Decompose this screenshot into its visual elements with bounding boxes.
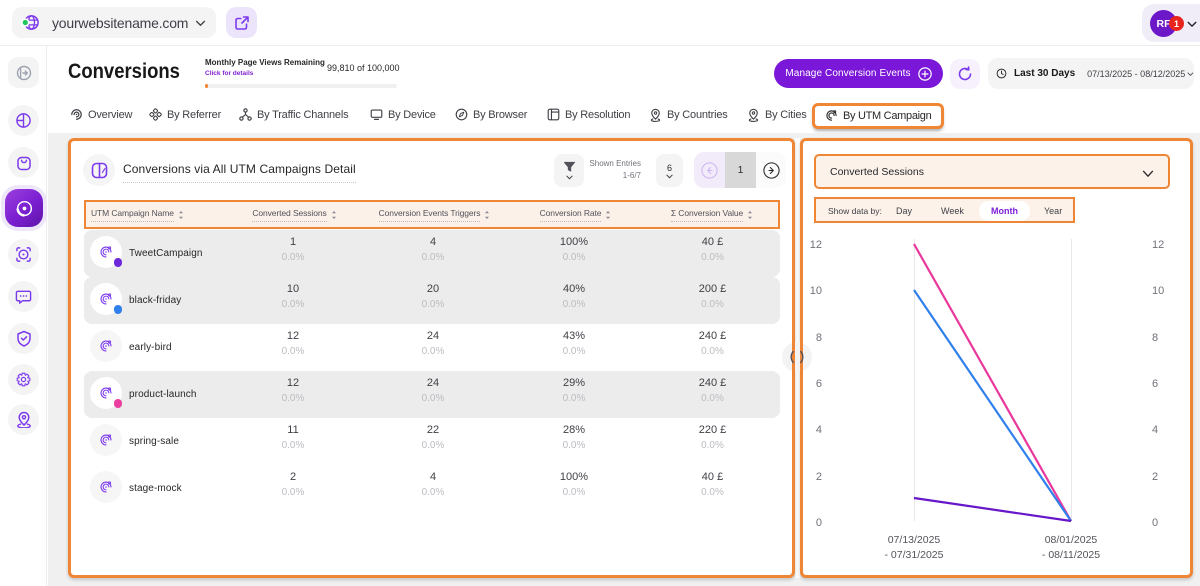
svg-text:2: 2 xyxy=(816,471,822,483)
svg-text:0: 0 xyxy=(816,517,822,529)
svg-text:0: 0 xyxy=(1152,517,1158,529)
svg-text:4: 4 xyxy=(1152,424,1158,436)
svg-text:07/13/2025: 07/13/2025 xyxy=(888,534,941,546)
svg-text:2: 2 xyxy=(1152,471,1158,483)
svg-text:4: 4 xyxy=(816,424,822,436)
svg-text:12: 12 xyxy=(810,239,822,251)
svg-text:8: 8 xyxy=(1152,332,1158,344)
svg-text:- 08/11/2025: - 08/11/2025 xyxy=(1042,549,1100,561)
svg-text:8: 8 xyxy=(816,332,822,344)
svg-text:6: 6 xyxy=(816,378,822,390)
svg-text:- 07/31/2025: - 07/31/2025 xyxy=(885,549,944,561)
svg-text:6: 6 xyxy=(1152,378,1158,390)
svg-text:10: 10 xyxy=(1152,285,1164,297)
svg-text:08/01/2025: 08/01/2025 xyxy=(1045,534,1098,546)
svg-text:10: 10 xyxy=(810,285,822,297)
svg-text:12: 12 xyxy=(1152,239,1164,251)
